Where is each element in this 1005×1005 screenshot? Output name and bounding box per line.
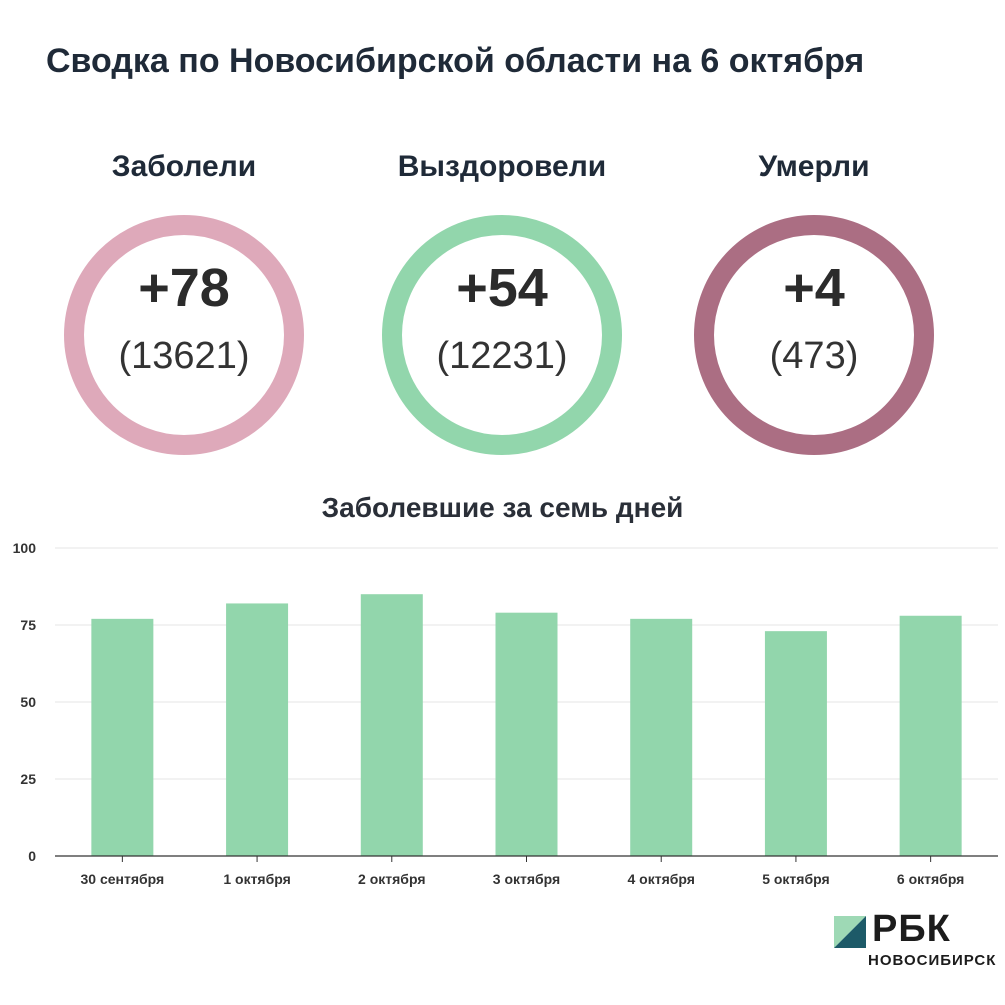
stat-ring: +4 (473) (694, 215, 934, 455)
bar (764, 631, 827, 856)
y-tick-label: 75 (20, 617, 36, 633)
y-tick-label: 50 (20, 694, 36, 710)
rbc-logo: РБК НОВОСИБИРСК (834, 908, 997, 972)
x-tick-label: 6 октября (897, 871, 964, 887)
page-title: Сводка по Новосибирской области на 6 окт… (46, 42, 865, 80)
stat-value: +54 (456, 258, 548, 318)
y-tick-label: 100 (13, 540, 37, 556)
bar (899, 615, 962, 856)
stat-label: Умерли (758, 150, 870, 183)
y-tick-label: 25 (20, 771, 36, 787)
stat-value: +78 (138, 258, 230, 318)
x-tick-label: 2 октября (358, 871, 425, 887)
bar (91, 618, 154, 856)
x-tick-label: 5 октября (762, 871, 829, 887)
stat-total: (13621) (118, 335, 250, 377)
stat-value: +4 (783, 258, 845, 318)
bar (495, 612, 558, 856)
rbc-logo-icon (834, 916, 866, 948)
bar (226, 603, 289, 856)
x-tick-label: 1 октября (223, 871, 290, 887)
stat-deaths: Умерли +4 (473) (684, 145, 944, 455)
x-tick-label: 3 октября (493, 871, 560, 887)
x-tick-label: 4 октября (627, 871, 694, 887)
stat-recovered: Выздоровели +54 (12231) (372, 145, 632, 455)
stat-total: (473) (769, 335, 859, 377)
stat-ring: +54 (12231) (382, 215, 622, 455)
stat-infected: Заболели +78 (13621) (54, 145, 314, 455)
bar (360, 594, 423, 856)
weekly-bar-chart: 0 25 50 75 100 30 сентября 1 октября 2 октября 3… (13, 540, 998, 887)
stat-total: (12231) (436, 335, 568, 377)
x-tick-label: 30 сентября (81, 871, 165, 887)
stat-label: Заболели (111, 150, 257, 183)
stat-ring: +78 (13621) (64, 215, 304, 455)
brand-name: РБК (872, 908, 951, 950)
y-tick-label: 0 (28, 848, 36, 864)
stat-label: Выздоровели (397, 150, 607, 183)
brand-subtitle: НОВОСИБИРСК (868, 952, 997, 969)
bar (630, 618, 693, 856)
chart-title: Заболевшие за семь дней (321, 492, 684, 523)
